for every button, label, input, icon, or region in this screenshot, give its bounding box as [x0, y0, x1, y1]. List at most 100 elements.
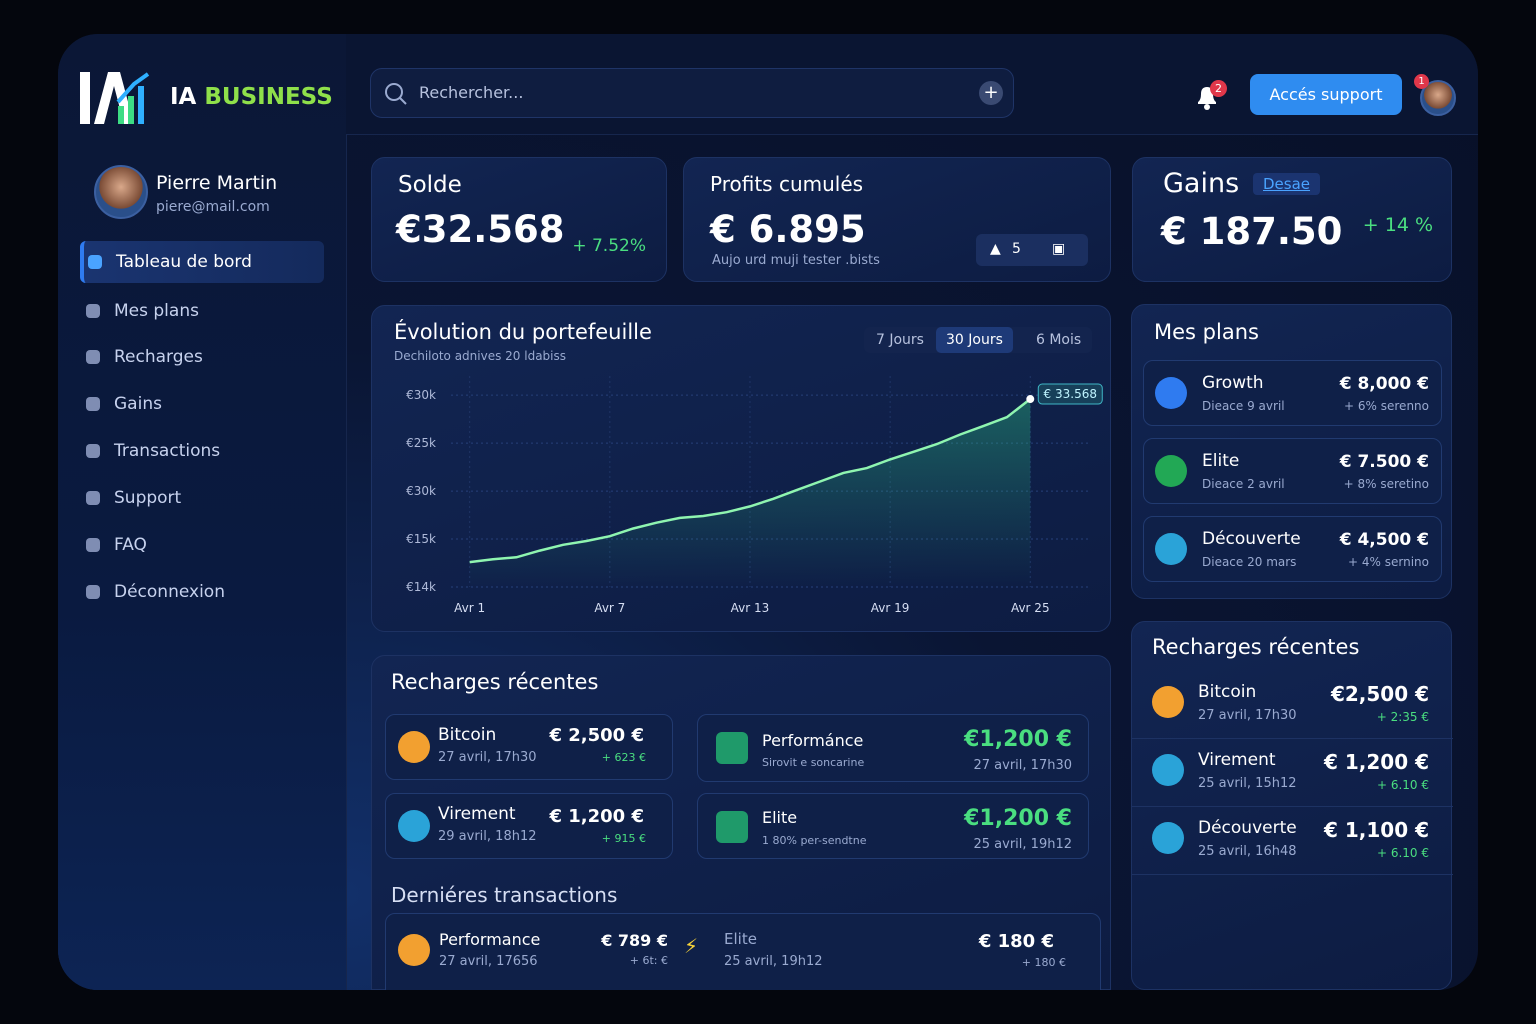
item-detail: Sirovit e soncarine: [762, 756, 865, 769]
plan-rate: + 8% seretino: [1343, 477, 1429, 491]
stat-note: Aujo urd muji tester .bists: [712, 253, 880, 268]
plan-item[interactable]: Découverte Dieace 20 mars € 4,500 € + 4% se…: [1143, 516, 1442, 582]
add-button[interactable]: +: [979, 81, 1003, 105]
stat-card: Profits cumulés € 6.895 Aujo urd muji te…: [683, 157, 1111, 282]
plan-amount: € 8,000 €: [1339, 374, 1429, 394]
stat-value: € 187.50: [1161, 210, 1343, 253]
nav-item[interactable]: Transactions: [82, 430, 322, 472]
recharges-side-card: Recharges récentes Bitcoin 27 avril, 17h3…: [1131, 621, 1453, 990]
item-name: Bitcoin: [438, 725, 497, 745]
nav-label: Mes plans: [114, 301, 199, 321]
item-name: Virement: [438, 804, 516, 824]
x-tick-label: Avr 19: [871, 601, 910, 615]
stat-card: Solde €32.568 + 7.52%: [371, 157, 667, 282]
stat-change: + 7.52%: [572, 236, 646, 256]
nav-label: Déconnexion: [114, 582, 225, 602]
item-amount: € 789 €: [601, 931, 668, 950]
brand-word: BUSINESS: [204, 84, 333, 110]
item-detail: 27 avril, 17h30: [438, 750, 537, 765]
y-tick-label: €30k: [406, 388, 436, 402]
nav-item[interactable]: Déconnexion: [82, 571, 322, 613]
stat-change: + 14 %: [1362, 214, 1433, 236]
row-icon: [1152, 754, 1184, 786]
plan-name: Growth: [1202, 373, 1264, 393]
end-point: [1026, 395, 1035, 404]
plan-rate: + 4% sernino: [1348, 555, 1429, 569]
row-amount: € 1,100 €: [1323, 818, 1429, 842]
plan-name: Elite: [1202, 451, 1240, 471]
nav-label: FAQ: [114, 535, 147, 555]
user-name: Pierre Martin: [156, 172, 278, 194]
section-title: Recharges récentes: [1152, 635, 1360, 659]
item-name: Elite: [762, 808, 798, 827]
stat-chip: 5: [1012, 241, 1021, 257]
row-extra: + 6.10 €: [1376, 778, 1429, 792]
area: [469, 399, 1031, 587]
range-tab[interactable]: 6 Mois: [1036, 332, 1082, 348]
recharge-item[interactable]: Virement 29 avril, 18h12 € 1,200 € + 915…: [385, 793, 673, 859]
x-tick-label: Avr 13: [731, 601, 770, 615]
nav-label: Transactions: [114, 441, 221, 461]
recharge-row[interactable]: Bitcoin 27 avril, 17h30 €2,500 € + 2:35 €: [1132, 672, 1453, 739]
item-detail: 27 avril, 17656: [439, 954, 538, 969]
plan-amount: € 4,500 €: [1339, 530, 1429, 550]
nav-item[interactable]: Support: [82, 477, 322, 519]
item-amount: € 1,200 €: [549, 806, 644, 827]
search-placeholder: Rechercher...: [419, 83, 524, 102]
nav-item[interactable]: FAQ: [82, 524, 322, 566]
plan-date: Dieace 20 mars: [1202, 555, 1297, 569]
chart-card: Évolution du portefeuille Dechiloto adni…: [371, 305, 1111, 632]
stat-card: Gains Desae € 187.50 + 14 %: [1132, 157, 1452, 282]
y-tick-label: €30k: [406, 484, 436, 498]
y-tick-label: €25k: [406, 436, 436, 450]
range-tab[interactable]: 30 Jours: [936, 327, 1013, 353]
sidebar: IA BUSINESS Pierre Martin piere@mail.com…: [58, 34, 347, 990]
plan-item[interactable]: Elite Dieace 2 avril € 7.500 € + 8% seretin…: [1143, 438, 1442, 504]
nav-label: Support: [114, 488, 182, 508]
chart: €30k €25k €30k €15k €14k Avr 1 Avr 7 Avr 13 Avr …: [406, 376, 1103, 615]
row-icon: [1152, 822, 1184, 854]
user-avatar: [94, 165, 148, 219]
item-extra: + 6t: €: [629, 954, 668, 967]
item-detail: 25 avril, 19h12: [724, 954, 823, 969]
row-name: Bitcoin: [1198, 682, 1257, 702]
nav-item[interactable]: Tableau de bord: [80, 241, 324, 283]
recharge-row[interactable]: Découverte 25 avril, 16h48 € 1,100 € + 6.10…: [1132, 808, 1453, 875]
range-tab[interactable]: 7 Jours: [876, 332, 924, 348]
stat-tag[interactable]: Desae: [1253, 173, 1321, 195]
range-tabs: 7 Jours 30 Jours 6 Mois: [864, 327, 1092, 353]
plan-icon: [1155, 377, 1187, 409]
nav-item[interactable]: Mes plans: [82, 290, 322, 332]
nav-label: Gains: [114, 394, 162, 414]
search-box[interactable]: Rechercher... +: [370, 68, 1014, 118]
stat-chips[interactable]: ▲ 5 ▣: [976, 234, 1088, 266]
plans-card: Mes plans Growth Dieace 9 avril € 8,000 € +…: [1131, 304, 1452, 599]
annotation-box: [1037, 383, 1103, 405]
stat-title: Solde: [398, 172, 462, 198]
row-amount: € 1,200 €: [1323, 750, 1429, 774]
support-button[interactable]: Accés support: [1250, 74, 1402, 115]
plan-rate: + 6% serenno: [1344, 399, 1429, 413]
plan-date: Dieace 9 avril: [1202, 399, 1285, 413]
recharge-item[interactable]: Bitcoin 27 avril, 17h30 € 2,500 € + 623 …: [385, 714, 673, 780]
recharge-row[interactable]: Virement 25 avril, 15h12 € 1,200 € + 6.10 €: [1132, 740, 1453, 807]
user-email: piere@mail.com: [156, 199, 270, 215]
app-frame: IA BUSINESS Pierre Martin piere@mail.com…: [58, 34, 1478, 990]
item-amount: € 180 €: [978, 931, 1054, 952]
recharge-item[interactable]: Elite 1 80% per-sendtne €1,200 € 25 avri…: [697, 793, 1089, 859]
row-detail: 25 avril, 16h48: [1198, 844, 1297, 859]
plan-item[interactable]: Growth Dieace 9 avril € 8,000 € + 6% serenn…: [1143, 360, 1442, 426]
item-extra: 27 avril, 17h30: [973, 758, 1073, 773]
section-title: Mes plans: [1154, 320, 1259, 344]
line: [469, 398, 1032, 564]
item-name: Performance: [439, 930, 541, 949]
stat-value: € 6.895: [710, 208, 866, 251]
section-title: Recharges récentes: [391, 670, 599, 694]
row-name: Virement: [1198, 750, 1276, 770]
nav-item[interactable]: Gains: [82, 383, 322, 425]
brand-name: IA BUSINESS: [170, 84, 333, 110]
item-name: Elite: [724, 930, 757, 948]
recharge-item[interactable]: Performánce Sirovit e soncarine €1,200 €…: [697, 714, 1089, 782]
row-amount: €2,500 €: [1330, 682, 1429, 706]
nav-item[interactable]: Recharges: [82, 336, 322, 378]
